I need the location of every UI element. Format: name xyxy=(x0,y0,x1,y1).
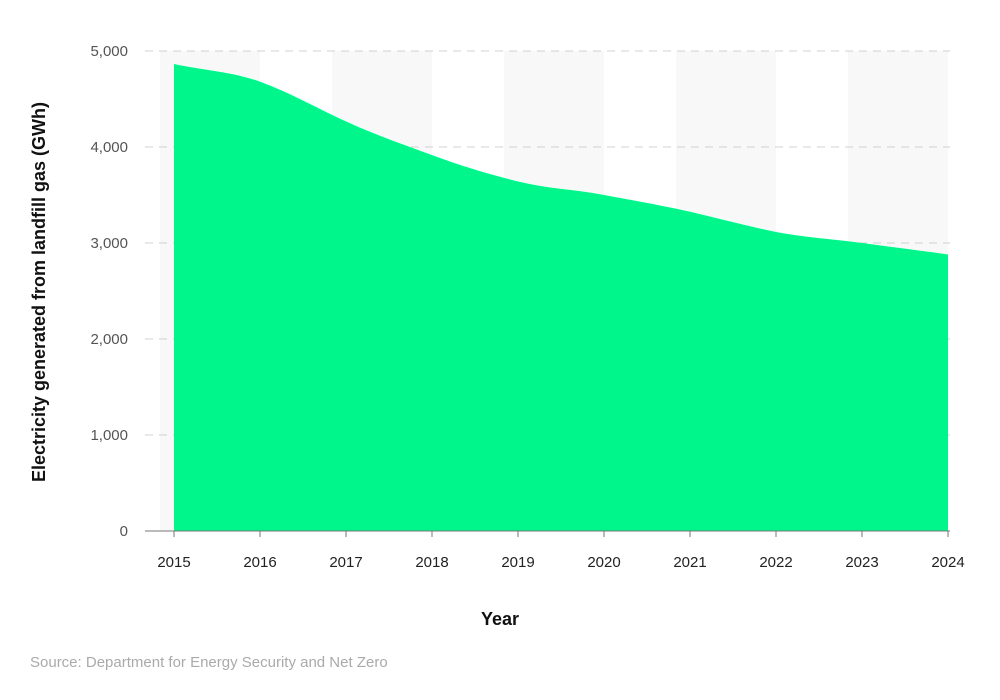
y-tick-label: 3,000 xyxy=(90,235,128,252)
x-tick-label: 2024 xyxy=(931,554,964,571)
y-tick-label: 5,000 xyxy=(90,43,128,60)
y-tick-label: 4,000 xyxy=(90,139,128,156)
x-tick-label: 2015 xyxy=(157,554,190,571)
x-tick-label: 2016 xyxy=(243,554,276,571)
x-tick-label: 2021 xyxy=(673,554,706,571)
x-tick-label: 2022 xyxy=(759,554,792,571)
area-series xyxy=(174,63,948,532)
y-tick-label: 2,000 xyxy=(90,331,128,348)
x-tick-label: 2020 xyxy=(587,554,620,571)
x-tick-label: 2018 xyxy=(415,554,448,571)
y-axis-title: Electricity generated from landfill gas … xyxy=(29,102,49,482)
x-axis-title: Year xyxy=(481,609,519,629)
y-tick-label: 1,000 xyxy=(90,427,128,444)
source-note: Source: Department for Energy Security a… xyxy=(30,654,388,671)
x-tick-label: 2017 xyxy=(329,554,362,571)
y-tick-label: 0 xyxy=(120,523,128,540)
x-tick-label: 2019 xyxy=(501,554,534,571)
x-tick-label: 2023 xyxy=(845,554,878,571)
